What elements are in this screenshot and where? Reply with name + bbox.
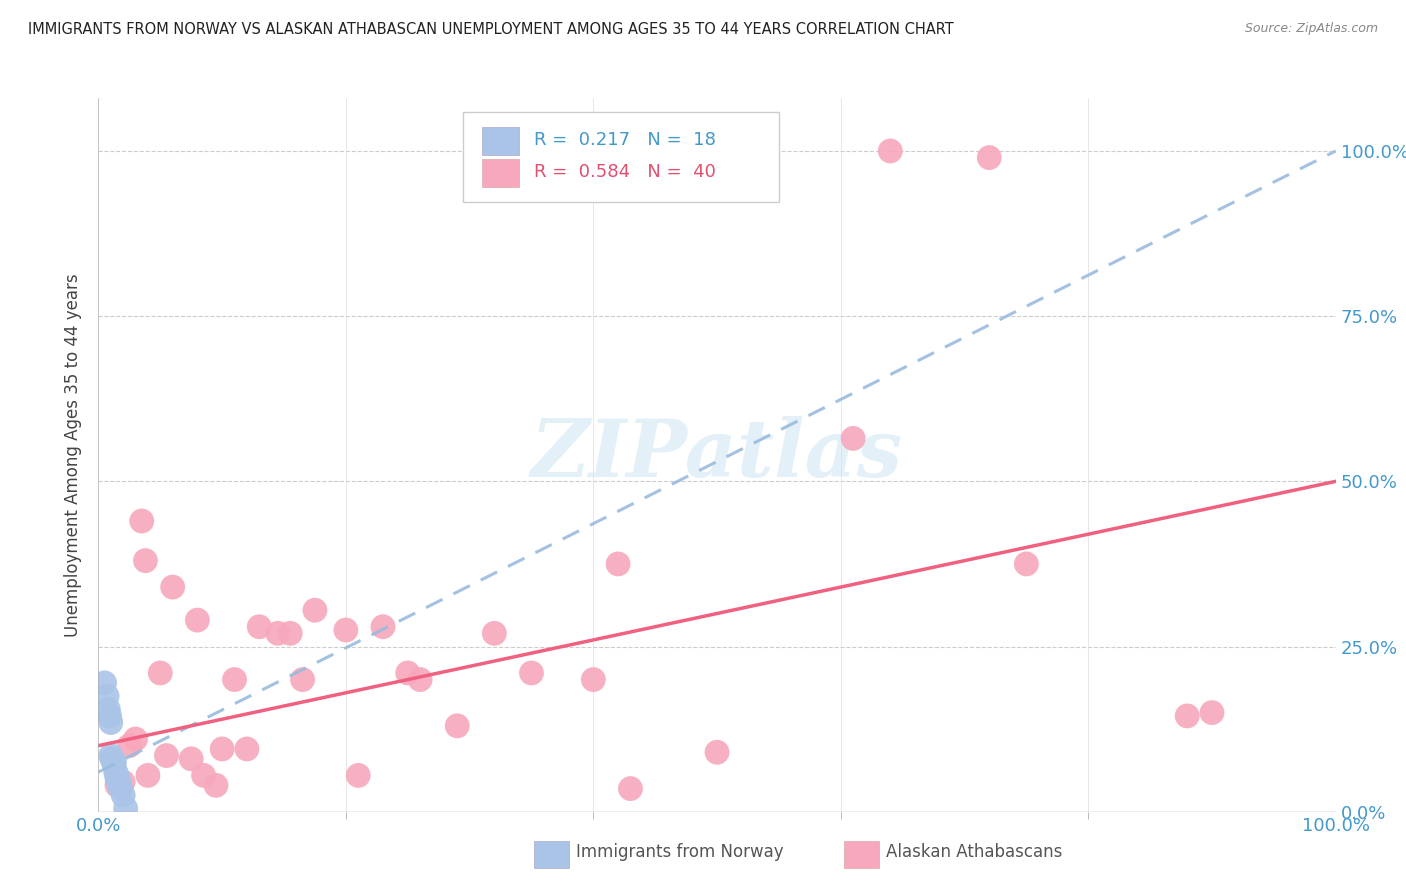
Point (124, 732, 146, 747)
Point (131, 514, 153, 528)
Text: R =  0.584   N =  40: R = 0.584 N = 40 (534, 162, 716, 180)
Point (112, 788, 135, 802)
Point (291, 673, 314, 687)
Point (211, 742, 233, 756)
Point (193, 768, 215, 782)
Point (979, 151, 1001, 165)
Point (101, 752, 124, 766)
Point (105, 778, 128, 792)
Point (114, 801, 136, 815)
Text: ZIPatlas: ZIPatlas (531, 417, 903, 493)
Point (107, 772, 129, 786)
Point (103, 755, 125, 769)
Point (136, 768, 159, 782)
Text: R =  0.217   N =  18: R = 0.217 N = 18 (534, 130, 716, 148)
Point (278, 626, 301, 640)
Point (335, 623, 357, 637)
Point (98, 709, 121, 723)
Point (112, 775, 135, 789)
Point (97, 702, 120, 716)
Point (842, 431, 865, 445)
Point (409, 673, 432, 687)
FancyBboxPatch shape (482, 159, 519, 187)
Point (186, 613, 208, 627)
FancyBboxPatch shape (464, 112, 779, 202)
Point (155, 748, 177, 763)
Point (607, 557, 630, 571)
FancyBboxPatch shape (482, 127, 519, 155)
Point (93, 676, 115, 690)
Point (224, 673, 246, 687)
Point (1201, 706, 1223, 720)
Point (582, 673, 605, 687)
Point (371, 620, 394, 634)
Point (879, 144, 901, 158)
Point (484, 626, 506, 640)
Text: Alaskan Athabascans: Alaskan Athabascans (886, 843, 1062, 861)
Y-axis label: Unemployment Among Ages 35 to 44 years: Unemployment Among Ages 35 to 44 years (65, 273, 83, 637)
Point (105, 772, 128, 786)
Point (118, 739, 141, 753)
Point (134, 554, 156, 568)
Point (1175, 709, 1198, 723)
Point (267, 626, 290, 640)
Text: Source: ZipAtlas.com: Source: ZipAtlas.com (1244, 22, 1378, 36)
Point (180, 752, 202, 766)
Point (706, 745, 728, 759)
Point (105, 768, 128, 782)
Point (247, 620, 270, 634)
Point (520, 665, 543, 680)
Point (149, 665, 172, 680)
Point (107, 775, 129, 789)
Point (104, 765, 127, 780)
Point (304, 603, 326, 617)
Point (236, 742, 259, 756)
Point (446, 719, 468, 733)
Point (103, 755, 125, 769)
Point (1015, 557, 1038, 571)
Text: Immigrants from Norway: Immigrants from Norway (576, 843, 785, 861)
Point (100, 748, 122, 763)
Text: IMMIGRANTS FROM NORWAY VS ALASKAN ATHABASCAN UNEMPLOYMENT AMONG AGES 35 TO 44 YE: IMMIGRANTS FROM NORWAY VS ALASKAN ATHABA… (28, 22, 953, 37)
Point (396, 665, 419, 680)
Point (162, 580, 184, 594)
Point (205, 778, 228, 792)
Point (96, 689, 118, 703)
Point (100, 715, 122, 730)
Point (108, 778, 131, 792)
Point (110, 781, 132, 796)
Point (619, 781, 641, 796)
Point (347, 768, 370, 782)
